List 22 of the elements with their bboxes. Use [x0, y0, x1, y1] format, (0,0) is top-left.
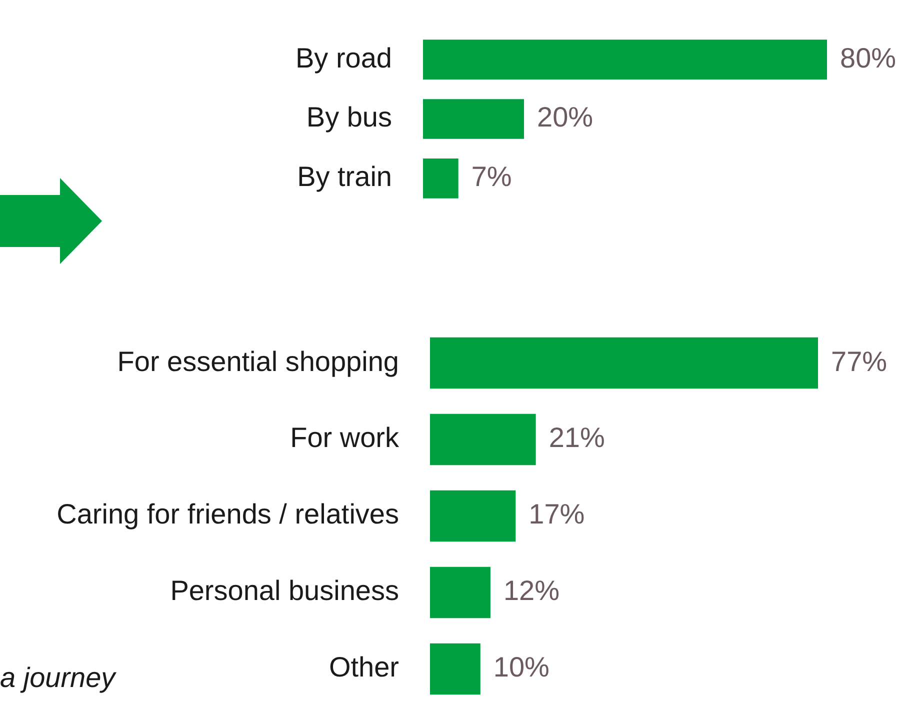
y-tick-label: By train [297, 161, 392, 192]
text: a journey [0, 662, 116, 694]
bar [430, 414, 536, 466]
bar [430, 337, 818, 389]
data-label: 20% [537, 102, 594, 133]
data-label: 21% [548, 422, 605, 454]
y-tick-label: Caring for friends / relatives [56, 498, 399, 530]
data-label: 80% [840, 42, 896, 74]
y-tick-label: Personal business [170, 575, 399, 606]
data-label: 17% [528, 498, 585, 530]
y-tick-label: For essential shopping [117, 346, 399, 377]
data-label: 77% [831, 346, 888, 377]
bar [430, 643, 480, 695]
data-label: 12% [503, 575, 560, 606]
y-tick-label: By bus [306, 102, 392, 133]
bar [430, 490, 516, 542]
y-tick-label: By road [296, 42, 392, 74]
bar [430, 566, 490, 618]
y-tick-label: Other [328, 652, 399, 683]
y-tick-label: For work [290, 422, 400, 454]
data-label: 10% [493, 652, 550, 683]
data-label: 7% [471, 161, 512, 192]
